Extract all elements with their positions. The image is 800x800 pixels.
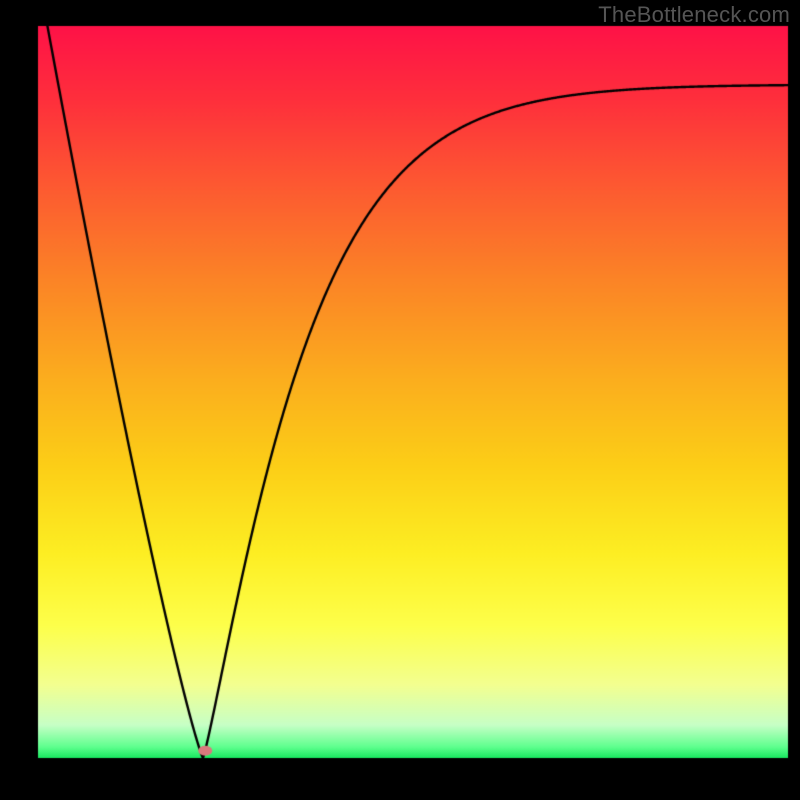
chart-stage: TheBottleneck.com [0,0,800,800]
bottleneck-chart-canvas [0,0,800,800]
watermark-text: TheBottleneck.com [598,2,790,28]
